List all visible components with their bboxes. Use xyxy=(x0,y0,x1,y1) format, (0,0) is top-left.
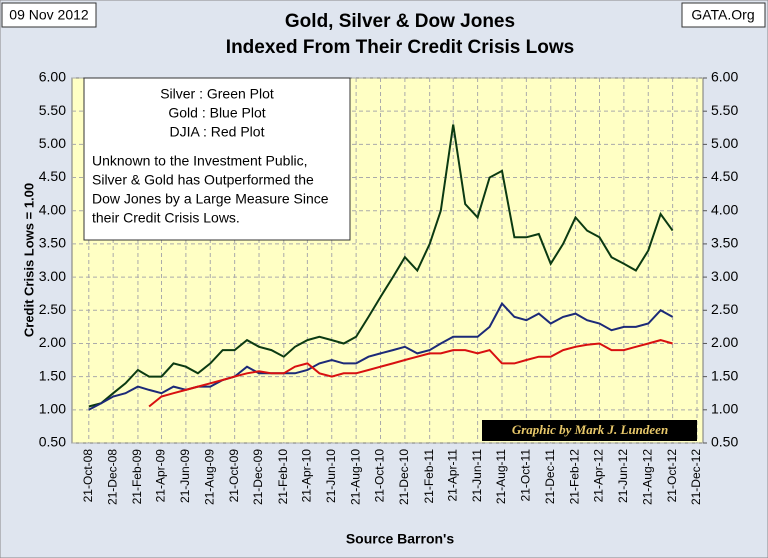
annotation-line: Silver & Gold has Outperformed the xyxy=(92,172,314,188)
credit-box xyxy=(482,420,697,441)
y2-tick-label: 5.50 xyxy=(711,102,738,118)
x-tick-label: 21-Feb-10 xyxy=(276,449,290,505)
y2-tick-label: 1.50 xyxy=(711,367,738,383)
x-tick-label: 21-Apr-10 xyxy=(300,449,314,503)
date-label: 09 Nov 2012 xyxy=(9,7,89,23)
x-tick-label: 21-Oct-08 xyxy=(81,449,95,503)
y-tick-label: 4.00 xyxy=(39,201,66,217)
y-tick-label: 6.00 xyxy=(39,69,66,85)
y-tick-label: 2.00 xyxy=(39,334,66,350)
annotation: Silver : Green Plot Gold : Blue Plot DJIA … xyxy=(92,86,329,226)
x-tick-label: 21-Aug-09 xyxy=(202,449,216,505)
x-tick-label: 21-Jun-09 xyxy=(178,449,192,503)
lines xyxy=(88,124,674,411)
annotation-line: Silver : Green Plot xyxy=(160,86,274,102)
annotation-line: Gold : Blue Plot xyxy=(168,105,265,121)
y2-tick-label: 4.50 xyxy=(711,168,738,184)
x-tick-label: 21-Dec-08 xyxy=(105,449,119,505)
x-tick-label: 21-Dec-10 xyxy=(397,449,411,505)
x-tick-label: 21-Aug-12 xyxy=(640,449,654,505)
x-tick-label: 21-Oct-09 xyxy=(227,449,241,503)
x-tick-label: 21-Apr-09 xyxy=(154,449,168,503)
y-tick-label: 1.00 xyxy=(39,401,66,417)
x-tick-label: 21-Jun-10 xyxy=(324,449,338,503)
y-tick-label: 3.50 xyxy=(39,235,66,251)
y2-tick-label: 5.00 xyxy=(711,135,738,151)
y-tick-label: 0.50 xyxy=(39,434,66,450)
y2-tick-label: 2.50 xyxy=(711,301,738,317)
y2-tick-label: 4.00 xyxy=(711,201,738,217)
y2-tick-label: 3.50 xyxy=(711,235,738,251)
y-tick-label: 5.50 xyxy=(39,102,66,118)
y2-tick-label: 1.00 xyxy=(711,401,738,417)
x-tick-label: 21-Jun-12 xyxy=(616,449,630,503)
annotation-line: DJIA : Red Plot xyxy=(170,124,265,140)
x-tick-label: 21-Oct-10 xyxy=(373,449,387,503)
x-tick-label: 21-Jun-11 xyxy=(470,449,484,502)
x-axis-label: Source Barron's xyxy=(346,531,455,547)
y2-tick-label: 6.00 xyxy=(711,69,738,85)
y2-tick-label: 3.00 xyxy=(711,268,738,284)
x-tick-label: 21-Oct-12 xyxy=(665,449,679,503)
series-line xyxy=(88,124,674,408)
y2-tick-label: 2.00 xyxy=(711,334,738,350)
annotation-line: Dow Jones by a Large Measure Since xyxy=(92,191,329,207)
x-tick-label: 21-Oct-11 xyxy=(519,449,533,502)
y-tick-label: 4.50 xyxy=(39,168,66,184)
annotation-box xyxy=(83,77,351,241)
x-tick-label: 21-Feb-09 xyxy=(130,449,144,505)
source-label: GATA.Org xyxy=(691,7,754,23)
x-tick-label: 21-Aug-11 xyxy=(494,449,508,504)
chart-title: Gold, Silver & Dow Jones xyxy=(285,11,515,32)
x-tick-label: 21-Aug-10 xyxy=(348,449,362,505)
annotation-line: their Credit Crisis Lows. xyxy=(92,210,240,226)
series-line xyxy=(148,339,673,408)
x-tick-label: 21-Apr-12 xyxy=(592,449,606,503)
y-tick-label: 1.50 xyxy=(39,367,66,383)
source-box xyxy=(681,2,766,28)
y-axis-label: Credit Crisis Lows = 1.00 xyxy=(21,183,36,337)
x-tick-label: 21-Dec-12 xyxy=(689,449,703,505)
chart-title: Indexed From Their Credit Crisis Lows xyxy=(226,37,574,58)
x-tick-label: 21-Dec-11 xyxy=(543,449,557,504)
x-tick-label: 21-Apr-11 xyxy=(445,449,459,502)
credit: Graphic by Mark J. Lundeen xyxy=(512,422,668,437)
y-tick-label: 2.50 xyxy=(39,301,66,317)
x-tick-label: 21-Feb-12 xyxy=(568,449,582,505)
y2-tick-label: 0.50 xyxy=(711,434,738,450)
annotation-line: Unknown to the Investment Public, xyxy=(92,153,308,169)
y-tick-label: 3.00 xyxy=(39,268,66,284)
y-tick-label: 5.00 xyxy=(39,135,66,151)
date-box xyxy=(1,2,97,28)
x-tick-label: 21-Feb-11 xyxy=(422,449,436,504)
x-tick-label: 21-Dec-09 xyxy=(251,449,265,505)
